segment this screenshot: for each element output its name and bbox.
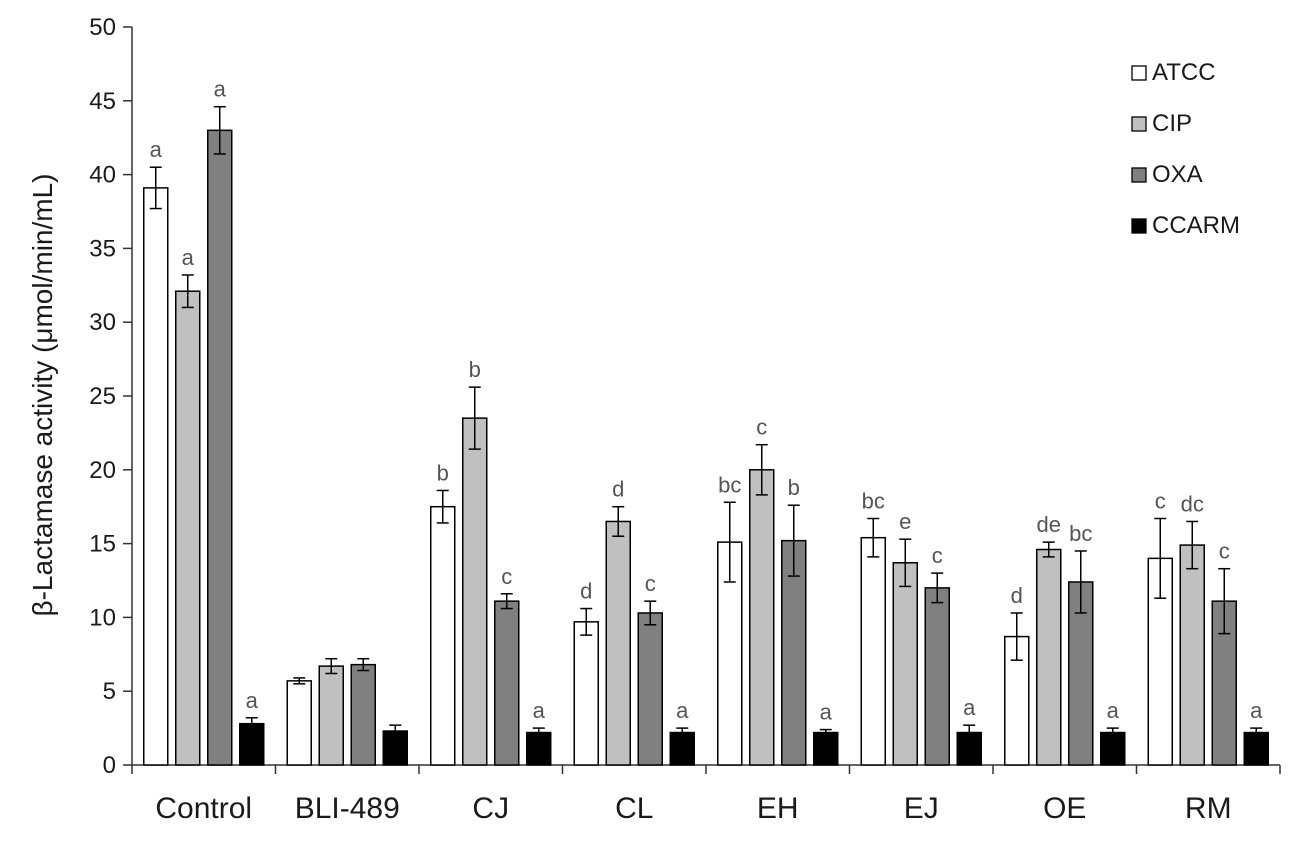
y-tick-label: 40 — [89, 162, 116, 189]
bar-cip — [1036, 548, 1062, 766]
bar-atcc — [860, 536, 886, 766]
significance-label: d — [612, 477, 624, 502]
bar-atcc — [143, 187, 169, 766]
bar-oxa — [637, 612, 663, 766]
significance-label: a — [1107, 698, 1120, 723]
significance-label: b — [437, 460, 449, 485]
y-tick-label: 35 — [89, 235, 116, 262]
x-tick-label: EH — [757, 792, 799, 825]
y-tick-label: 5 — [103, 678, 116, 705]
significance-label: b — [469, 357, 481, 382]
bar-cip — [605, 520, 631, 766]
bar-ccarm — [526, 731, 552, 766]
bar-atcc — [717, 541, 743, 766]
x-tick-label: OE — [1043, 792, 1086, 825]
y-tick-label: 30 — [89, 309, 116, 336]
x-tick-label: CJ — [472, 792, 509, 825]
x-tick-label: Control — [155, 792, 252, 825]
significance-label: dc — [1181, 491, 1204, 516]
significance-label: a — [214, 77, 227, 102]
bar-cip — [318, 665, 344, 766]
y-tick-label: 0 — [103, 752, 116, 779]
significance-label: c — [1155, 489, 1166, 514]
bar-ccarm — [813, 731, 839, 766]
significance-label: c — [1219, 539, 1230, 564]
y-tick-label: 50 — [89, 14, 116, 41]
significance-label: e — [899, 509, 911, 534]
bar-atcc — [573, 621, 599, 766]
significance-label: de — [1037, 512, 1061, 537]
significance-label: bc — [1069, 521, 1092, 546]
bar-oxa — [494, 600, 520, 766]
legend-swatch-ccarm — [1131, 218, 1147, 234]
legend-swatch-atcc — [1131, 65, 1147, 81]
significance-label: a — [182, 245, 195, 270]
significance-label: a — [533, 698, 546, 723]
significance-label: c — [932, 543, 943, 568]
significance-label: a — [820, 700, 833, 725]
bar-cip — [749, 469, 775, 766]
x-tick-label: RM — [1185, 792, 1232, 825]
significance-label: c — [645, 571, 656, 596]
y-tick-label: 15 — [89, 531, 116, 558]
significance-label: c — [756, 415, 767, 440]
legend-label: ATCC — [1152, 59, 1216, 86]
bar-atcc — [286, 680, 312, 766]
legend: ATCC CIP OXA CCARM — [1131, 59, 1240, 239]
legend-label: CIP — [1152, 110, 1192, 137]
significance-label: a — [246, 688, 259, 713]
bar-atcc — [430, 505, 456, 766]
significance-label: d — [1011, 583, 1023, 608]
significance-label: a — [676, 698, 689, 723]
legend-label: CCARM — [1152, 212, 1240, 239]
x-tick-label: CL — [615, 792, 653, 825]
bar-oxa — [924, 587, 950, 766]
significance-label: c — [501, 564, 512, 589]
significance-label: a — [150, 137, 163, 162]
legend-label: OXA — [1152, 161, 1203, 188]
bar-oxa — [350, 663, 376, 766]
legend-swatch-cip — [1131, 116, 1147, 132]
bar-oxa — [207, 129, 233, 766]
significance-label: d — [580, 579, 592, 604]
significance-label: b — [788, 475, 800, 500]
y-tick-label: 20 — [89, 457, 116, 484]
significance-label: a — [1250, 698, 1263, 723]
bar-cip — [892, 562, 918, 766]
y-tick-label: 45 — [89, 88, 116, 115]
y-axis-title: β-Lactamase activity (μmol/min/mL) — [27, 174, 58, 617]
bar-cip — [175, 290, 201, 766]
significance-label: bc — [718, 472, 741, 497]
legend-swatch-oxa — [1131, 167, 1147, 183]
x-tick-label: EJ — [904, 792, 939, 825]
y-tick-label: 10 — [89, 604, 116, 631]
x-tick-label: BLI-489 — [295, 792, 400, 825]
significance-label: a — [963, 695, 976, 720]
significance-label: bc — [862, 489, 885, 514]
y-tick-label: 25 — [89, 383, 116, 410]
plot-area: 0 5 10 15 20 25 30 35 40 45 50 Control a a a a BLI-489 CJ… — [89, 14, 1281, 825]
bar-cip — [462, 417, 488, 766]
bar-cip — [1179, 544, 1205, 766]
